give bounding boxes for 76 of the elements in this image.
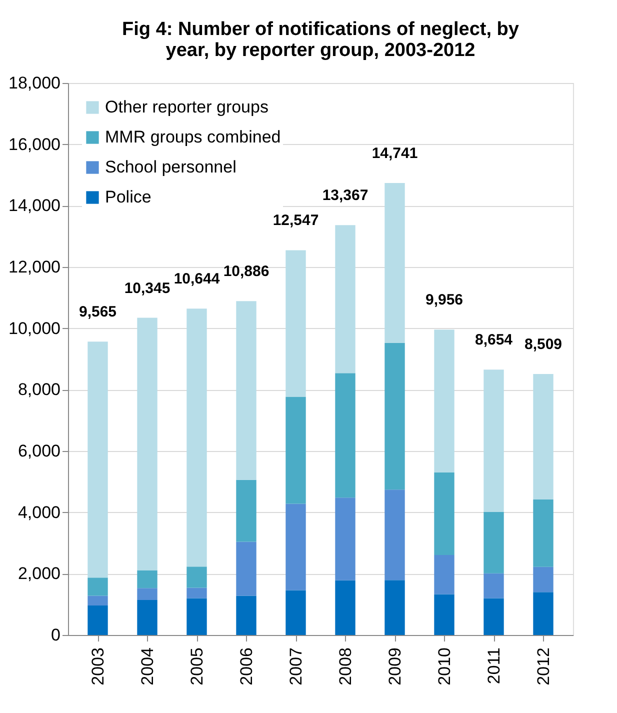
bar: [533, 374, 554, 500]
bar: [384, 182, 405, 344]
bar: [434, 594, 454, 635]
bar: [384, 580, 405, 635]
legend-label: School personnel: [105, 158, 236, 176]
total-label: 8,654: [474, 332, 514, 349]
y-tick-label: 16,000: [8, 134, 60, 154]
bar: [335, 580, 356, 635]
bar: [286, 590, 306, 635]
bar: [186, 588, 207, 598]
bar: [384, 343, 405, 490]
bar: [484, 370, 504, 512]
x-tick-label: 2007: [286, 648, 306, 686]
bar: [384, 490, 405, 580]
x-tick-label: 2003: [88, 648, 108, 686]
x-tick-label: 2008: [336, 648, 355, 686]
bar: [286, 250, 306, 397]
bar: [533, 592, 554, 635]
bar: [335, 373, 356, 498]
x-tick-label: 2005: [187, 648, 206, 686]
total-label: 8,509: [524, 336, 562, 354]
y-tick-label: 8,000: [18, 380, 60, 400]
bar: [286, 504, 306, 590]
legend-label: MMR groups combined: [105, 128, 281, 146]
bar: [186, 308, 207, 567]
bar: [533, 499, 554, 567]
bar: [137, 570, 158, 588]
total-label: 10,644: [174, 270, 220, 288]
legend-label: Police: [105, 188, 152, 206]
bar: [186, 566, 207, 588]
bar: [88, 606, 108, 635]
bar: [236, 542, 256, 596]
text: Fig 4: Number of notifications of neglect, by: [122, 19, 519, 40]
y-tick-label: 4,000: [18, 502, 60, 522]
total-label: 12,547: [272, 212, 319, 230]
bar: [236, 596, 256, 635]
bar: [434, 472, 454, 555]
x-tick-label: 2012: [534, 648, 553, 686]
total-label: 9,565: [78, 304, 117, 321]
y-tick-label: 0: [51, 626, 60, 644]
total-label: 14,741: [372, 144, 418, 162]
bar: [236, 480, 256, 542]
bar: [236, 301, 256, 480]
bar: [533, 566, 554, 592]
bar: [88, 342, 108, 578]
bar: [137, 600, 158, 635]
y-tick-label: 14,000: [8, 196, 60, 216]
bar: [484, 512, 504, 574]
bar: [335, 498, 356, 580]
y-tick-label: 12,000: [8, 258, 60, 276]
x-tick-label: 2004: [138, 648, 157, 686]
bar: [286, 396, 306, 504]
bar: [137, 318, 158, 570]
bar: [434, 554, 454, 594]
bar: [88, 596, 108, 606]
bar: [484, 598, 504, 635]
total-label: 13,367: [322, 187, 368, 204]
bar: [88, 578, 108, 596]
y-tick-label: 6,000: [18, 442, 60, 460]
bar: [186, 598, 207, 635]
x-tick-label: 2011: [484, 648, 504, 684]
y-tick-label: 2,000: [18, 564, 60, 584]
text: year, by reporter group, 2003-2012: [166, 40, 476, 61]
legend-label: Other reporter groups: [105, 98, 268, 116]
total-label: 10,345: [124, 280, 170, 297]
y-tick-label: 10,000: [8, 318, 60, 338]
bar: [335, 225, 356, 374]
x-tick-label: 2010: [434, 648, 454, 686]
x-tick-label: 2009: [385, 648, 404, 686]
total-label: 9,956: [425, 292, 464, 309]
x-tick-label: 2006: [236, 648, 256, 686]
y-tick-label: 18,000: [8, 74, 60, 92]
bar: [434, 330, 454, 472]
total-label: 10,886: [223, 263, 270, 280]
bar: [484, 573, 504, 598]
bar: [137, 588, 158, 600]
